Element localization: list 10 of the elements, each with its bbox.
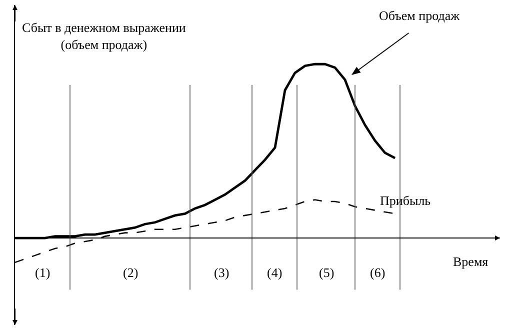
y-axis-title: Сбыт в денежном выражении (объем продаж) [22, 20, 186, 52]
text: (1) [35, 265, 50, 280]
text: (4) [267, 265, 282, 280]
text: (3) [214, 265, 230, 280]
x-axis-title: Время [453, 254, 488, 269]
series-label: Прибыль [380, 193, 431, 208]
text: (2) [123, 265, 138, 280]
text: (5) [319, 265, 334, 280]
text: (6) [370, 265, 386, 280]
text: Объем продаж [379, 8, 461, 23]
